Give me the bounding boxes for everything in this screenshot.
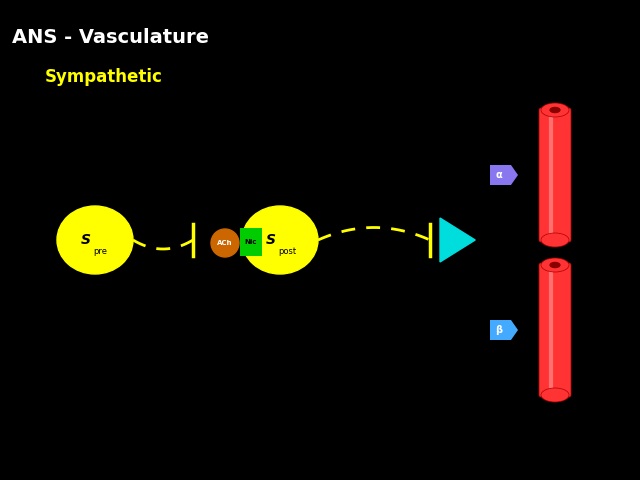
Ellipse shape xyxy=(541,233,569,247)
Text: S: S xyxy=(266,233,275,247)
Ellipse shape xyxy=(550,108,560,112)
Polygon shape xyxy=(440,218,475,262)
Text: α: α xyxy=(495,170,502,180)
Bar xyxy=(490,165,511,185)
FancyBboxPatch shape xyxy=(539,108,571,242)
Ellipse shape xyxy=(541,388,569,402)
Ellipse shape xyxy=(57,206,133,274)
Text: β: β xyxy=(495,325,502,335)
Polygon shape xyxy=(511,165,518,185)
Ellipse shape xyxy=(550,263,560,267)
Text: ACh: ACh xyxy=(217,240,233,246)
FancyBboxPatch shape xyxy=(539,263,571,397)
Ellipse shape xyxy=(541,258,569,272)
Text: S: S xyxy=(81,233,90,247)
Text: ANS - Vasculature: ANS - Vasculature xyxy=(12,28,209,47)
Text: Nic: Nic xyxy=(244,239,257,245)
Ellipse shape xyxy=(242,206,318,274)
Polygon shape xyxy=(511,320,518,340)
Text: Sympathetic: Sympathetic xyxy=(45,68,163,86)
Ellipse shape xyxy=(541,103,569,117)
Bar xyxy=(240,228,262,256)
Text: post: post xyxy=(278,247,296,256)
Bar xyxy=(490,320,511,340)
Text: pre: pre xyxy=(93,247,107,256)
Circle shape xyxy=(211,229,239,257)
